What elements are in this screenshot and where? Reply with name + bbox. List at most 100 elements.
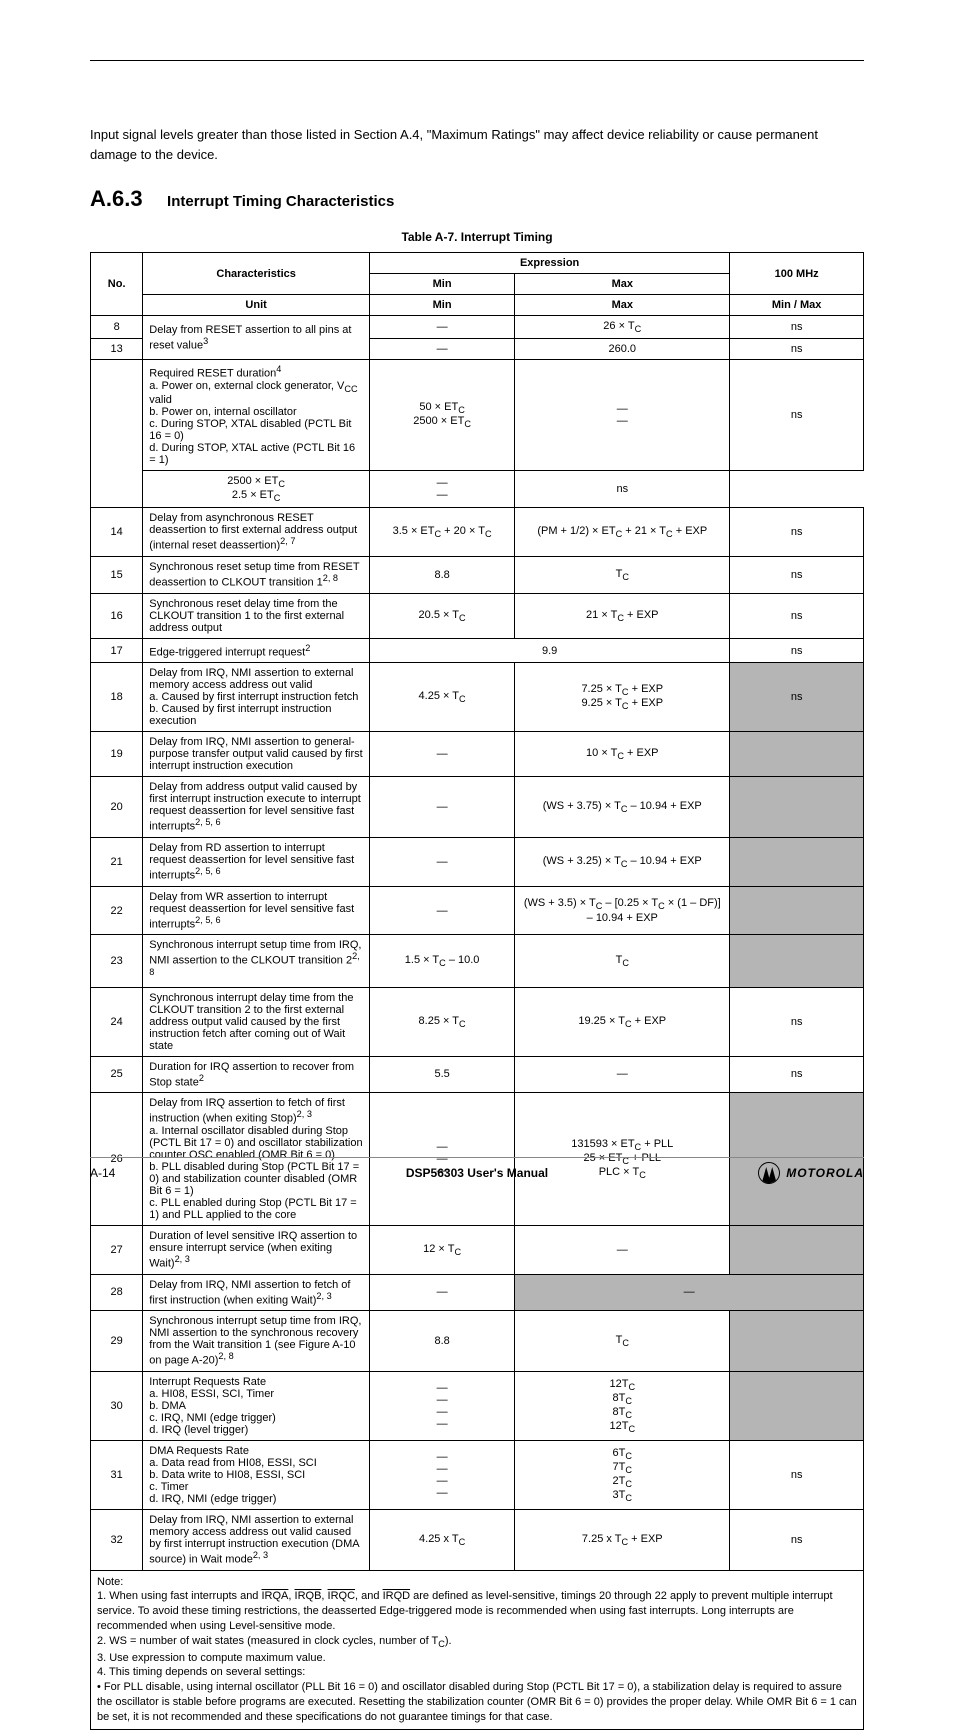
table-notes: Note:1. When using fast interrupts and I… (91, 1570, 864, 1729)
cell-char: Edge-triggered interrupt request2 (143, 638, 370, 663)
table-row: 17Edge-triggered interrupt request29.9ns (91, 638, 864, 663)
table-row: 21Delay from RD assertion to interrupt r… (91, 838, 864, 887)
table-row: Required RESET duration4a. Power on, ext… (91, 360, 864, 471)
cell-val: — (369, 777, 514, 838)
brand-logo: MOTOROLA (758, 1162, 864, 1184)
cell-val: 9.9 (369, 638, 729, 663)
cell-unit: ns (730, 1509, 864, 1570)
col-sub-min: Min (369, 295, 514, 316)
table-row: 15Synchronous reset setup time from RESE… (91, 557, 864, 594)
cell-val: 4.25 × TC (369, 663, 514, 732)
table-row: 23Synchronous interrupt setup time from … (91, 935, 864, 987)
cell-char: Delay from address output valid caused b… (143, 777, 370, 838)
table-row: 30Interrupt Requests Ratea. HI08, ESSI, … (91, 1371, 864, 1440)
cell-val: —— (515, 360, 730, 471)
col-unit: Unit (143, 295, 370, 316)
cell-val: (WS + 3.5) × TC – [0.25 × TC × (1 – DF)]… (515, 886, 730, 935)
cell-char: Duration for IRQ assertion to recover fr… (143, 1056, 370, 1093)
doc-name: DSP56303 User's Manual (406, 1166, 548, 1180)
cell-no: 8 (91, 316, 143, 339)
cell-char: Synchronous reset delay time from the CL… (143, 593, 370, 638)
cell-no: 14 (91, 508, 143, 557)
cell-no: 19 (91, 732, 143, 777)
cell-no: 21 (91, 838, 143, 887)
cell-char: Delay from IRQ, NMI assertion to fetch o… (143, 1274, 370, 1311)
section-title: Interrupt Timing Characteristics (167, 193, 394, 210)
cell-val: TC (515, 1311, 730, 1372)
cell-unit (730, 1311, 864, 1372)
table-head: No. Characteristics Expression 100 MHz M… (91, 253, 864, 316)
table-row: 29Synchronous interrupt setup time from … (91, 1311, 864, 1372)
cell-val: 12 × TC (369, 1225, 514, 1274)
cell-unit: ns (730, 557, 864, 594)
cell-val: 50 × ETC2500 × ETC (369, 360, 514, 471)
cell-char: Synchronous reset setup time from RESET … (143, 557, 370, 594)
cell-val: 12TC8TC8TC12TC (515, 1371, 730, 1440)
cell-char: Delay from IRQ, NMI assertion to externa… (143, 1509, 370, 1570)
cell-char: Required RESET duration4a. Power on, ext… (143, 360, 370, 471)
cell-val: 20.5 × TC (369, 593, 514, 638)
cell-no (91, 360, 143, 508)
cell-val: 19.25 × TC + EXP (515, 987, 730, 1056)
cell-char: Delay from WR assertion to interrupt req… (143, 886, 370, 935)
cell-unit: ns (730, 1440, 864, 1509)
cell-val: 5.5 (369, 1056, 514, 1093)
cell-unit: ns (730, 339, 864, 360)
cell-no: 32 (91, 1509, 143, 1570)
cell-val: 6TC7TC2TC3TC (515, 1440, 730, 1509)
cell-unit: ns (730, 987, 864, 1056)
cell-val: 260.0 (515, 339, 730, 360)
cell-val: 7.25 x TC + EXP (515, 1509, 730, 1570)
cell-val: 26 × TC (515, 316, 730, 339)
cell-val: 8.8 (369, 1311, 514, 1372)
cell-unit (730, 838, 864, 887)
cell-unit: ns (730, 316, 864, 339)
cell-val: — (369, 339, 514, 360)
cell-no: 17 (91, 638, 143, 663)
cell-val: 1.5 × TC – 10.0 (369, 935, 514, 987)
cell-no: 27 (91, 1225, 143, 1274)
cell-char: Delay from asynchronous RESET deassertio… (143, 508, 370, 557)
cell-val: — (369, 886, 514, 935)
cell-char: Synchronous interrupt setup time from IR… (143, 935, 370, 987)
cell-val: 3.5 × ETC + 20 × TC (369, 508, 514, 557)
header-rule (90, 60, 864, 61)
col-no: No. (91, 253, 143, 316)
cell-no: 23 (91, 935, 143, 987)
cell-unit: ns (730, 593, 864, 638)
cell-unit: ns (730, 360, 864, 471)
interrupt-timing-table: No. Characteristics Expression 100 MHz M… (90, 252, 864, 1730)
cell-no: 22 (91, 886, 143, 935)
cell-val: — (369, 838, 514, 887)
cell-unit (730, 1225, 864, 1274)
table-row: 25Duration for IRQ assertion to recover … (91, 1056, 864, 1093)
cell-char: Delay from RESET assertion to all pins a… (143, 316, 370, 360)
cell-val: — (369, 316, 514, 339)
col-expression: Expression (369, 253, 729, 274)
cell-unit (730, 732, 864, 777)
cell-unit (730, 1371, 864, 1440)
table-row: 8Delay from RESET assertion to all pins … (91, 316, 864, 339)
section-number: A.6.3 Interrupt Timing Characteristics (90, 186, 864, 212)
cell-no: 15 (91, 557, 143, 594)
cell-val: (WS + 3.75) × TC – 10.94 + EXP (515, 777, 730, 838)
table-row: 16Synchronous reset delay time from the … (91, 593, 864, 638)
cell-no: 30 (91, 1371, 143, 1440)
cell-val: (PM + 1/2) × ETC + 21 × TC + EXP (515, 508, 730, 557)
cell-no: 29 (91, 1311, 143, 1372)
cell-val: 21 × TC + EXP (515, 593, 730, 638)
col-expr-min: Min (369, 274, 514, 295)
cell-val: 2500 × ETC2.5 × ETC (143, 471, 370, 508)
cell-val: 8.25 × TC (369, 987, 514, 1056)
cell-no: 20 (91, 777, 143, 838)
section-number-text: A.6.3 (90, 186, 143, 211)
cell-val: ———— (369, 1440, 514, 1509)
cell-val: 4.25 x TC (369, 1509, 514, 1570)
cell-no: 13 (91, 339, 143, 360)
table-row: 27Duration of level sensitive IRQ assert… (91, 1225, 864, 1274)
cell-unit: ns (730, 663, 864, 732)
table-row: 18Delay from IRQ, NMI assertion to exter… (91, 663, 864, 732)
page-header (90, 60, 864, 90)
cell-no: 31 (91, 1440, 143, 1509)
table-row: 28Delay from IRQ, NMI assertion to fetch… (91, 1274, 864, 1311)
